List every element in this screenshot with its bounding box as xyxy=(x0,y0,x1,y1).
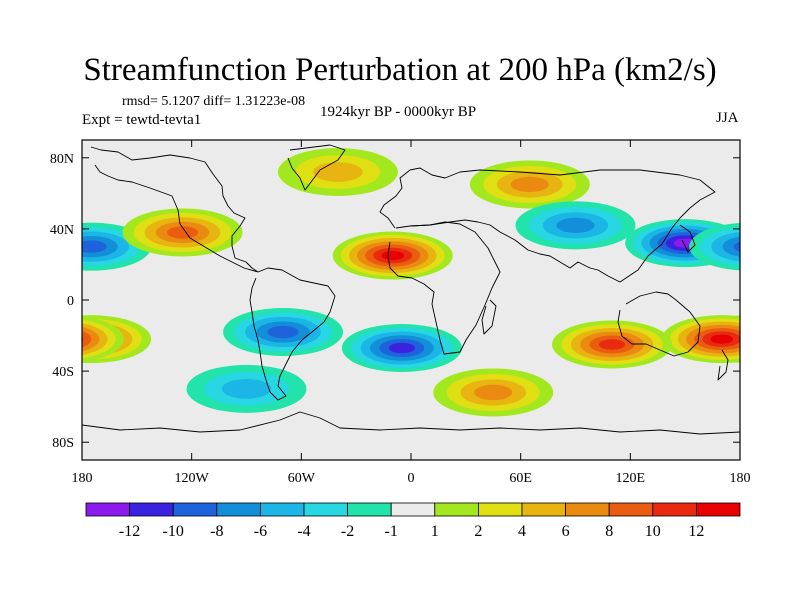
period-label: 1924kyr BP - 0000kyr BP xyxy=(320,104,477,120)
anomaly-feature xyxy=(515,201,636,250)
colorbar-label: 12 xyxy=(688,523,704,540)
colorbar-label: 6 xyxy=(562,523,570,540)
anomaly-feature xyxy=(277,148,398,196)
y-tick-label: 40N xyxy=(50,223,74,238)
anomaly-feature xyxy=(122,208,243,257)
contour-level xyxy=(733,241,740,252)
coastline-layer xyxy=(82,144,740,435)
colorbar-swatch xyxy=(129,502,174,517)
colorbar-label: 1 xyxy=(431,523,439,540)
colorbar-swatch xyxy=(303,502,348,517)
anomaly-feature xyxy=(469,160,590,209)
colorbar: -12 -10 -8 -6 -4 -2 -1 1 2 4 6 8 10 12 xyxy=(85,502,741,540)
colorbar-label: -6 xyxy=(254,523,267,540)
axes-layer: 180 120W 60W 0 60E 120E 180 80N 40N 0 40S 80S xyxy=(50,140,751,486)
colorbar-swatch xyxy=(259,502,305,517)
anomaly-feature xyxy=(82,222,740,271)
colorbar-swatch xyxy=(390,502,436,517)
x-tick-label: 180 xyxy=(730,471,751,486)
colorbar-swatch xyxy=(216,502,261,517)
contour-level xyxy=(313,162,363,182)
coastline-greenland xyxy=(287,144,346,191)
x-tick-label: 60E xyxy=(509,471,532,486)
coastline-new-zealand xyxy=(717,349,729,381)
colorbar-label: -12 xyxy=(119,523,140,540)
colorbar-label: -4 xyxy=(297,523,310,540)
contour-level xyxy=(8,235,47,251)
contour-level xyxy=(82,336,84,342)
contour-level xyxy=(474,384,513,401)
season-label: JJA xyxy=(716,110,739,126)
x-tick-label: 60W xyxy=(288,471,316,486)
colorbar-label: 10 xyxy=(645,523,661,540)
colorbar-swatch xyxy=(652,502,697,517)
coastline-north-america xyxy=(90,146,259,273)
colorbar-swatch xyxy=(477,502,523,517)
contour-level xyxy=(221,379,272,399)
colorbar-swatch xyxy=(608,502,654,517)
colorbar-swatch xyxy=(434,502,479,517)
contour-level xyxy=(82,330,92,348)
rmsd-diff-label: rmsd= 5.1207 diff= 1.31223e-08 xyxy=(122,94,306,109)
colorbar-label: -1 xyxy=(385,523,398,540)
anomaly-feature xyxy=(223,308,344,356)
coastline-antarctica xyxy=(82,411,740,435)
colorbar-label: -10 xyxy=(163,523,184,540)
contour-level xyxy=(52,335,75,344)
colorbar-swatch xyxy=(565,502,610,517)
colorbar-label: 4 xyxy=(518,523,526,540)
y-tick-label: 80S xyxy=(52,436,74,451)
y-tick-label: 0 xyxy=(67,294,74,309)
experiment-label: Expt = tewtd-tevta1 xyxy=(82,112,202,128)
contour-level xyxy=(598,339,626,350)
coastline-japan xyxy=(679,224,696,253)
contour-level xyxy=(82,233,88,253)
colorbar-swatch xyxy=(521,502,566,517)
colorbar-swatch xyxy=(85,502,130,517)
colorbar-swatch xyxy=(696,502,741,517)
y-tick-label: 40S xyxy=(52,365,74,380)
colorbar-swatch xyxy=(172,502,218,517)
colorbar-label: 2 xyxy=(474,523,482,540)
coastline-australia xyxy=(617,291,701,357)
contour-level xyxy=(388,342,415,354)
coastline-madagascar xyxy=(481,299,497,335)
contour-level xyxy=(510,176,549,193)
map-background xyxy=(82,140,740,460)
contour-level xyxy=(82,240,107,253)
contour-level xyxy=(710,334,734,344)
coastline-africa xyxy=(387,221,501,355)
colorbar-swatch xyxy=(347,502,392,517)
x-tick-label: 180 xyxy=(72,471,93,486)
anomaly-feature xyxy=(332,231,453,280)
contour-level xyxy=(381,251,405,261)
anomaly-feature xyxy=(552,320,673,369)
x-tick-label: 0 xyxy=(408,471,415,486)
y-tick-label: 80N xyxy=(50,152,74,167)
anomaly-feature xyxy=(186,364,307,413)
contour-level xyxy=(0,232,55,254)
x-tick-label: 120W xyxy=(175,471,210,486)
x-tick-label: 120E xyxy=(616,471,646,486)
chart-title: Streamfunction Perturbation at 200 hPa (… xyxy=(83,52,717,88)
anomaly-feature xyxy=(433,368,554,417)
contour-level xyxy=(16,239,39,248)
coastline-eurasia xyxy=(379,167,716,283)
contour-level xyxy=(267,325,299,339)
colorbar-label: -2 xyxy=(341,523,354,540)
colorbar-label: 8 xyxy=(605,523,613,540)
anomaly-feature xyxy=(341,324,462,372)
contour-level xyxy=(166,226,199,239)
contour-level xyxy=(556,217,595,233)
contour-level xyxy=(722,236,740,257)
coastline-south-america xyxy=(249,267,336,401)
colorbar-label: -8 xyxy=(210,523,223,540)
